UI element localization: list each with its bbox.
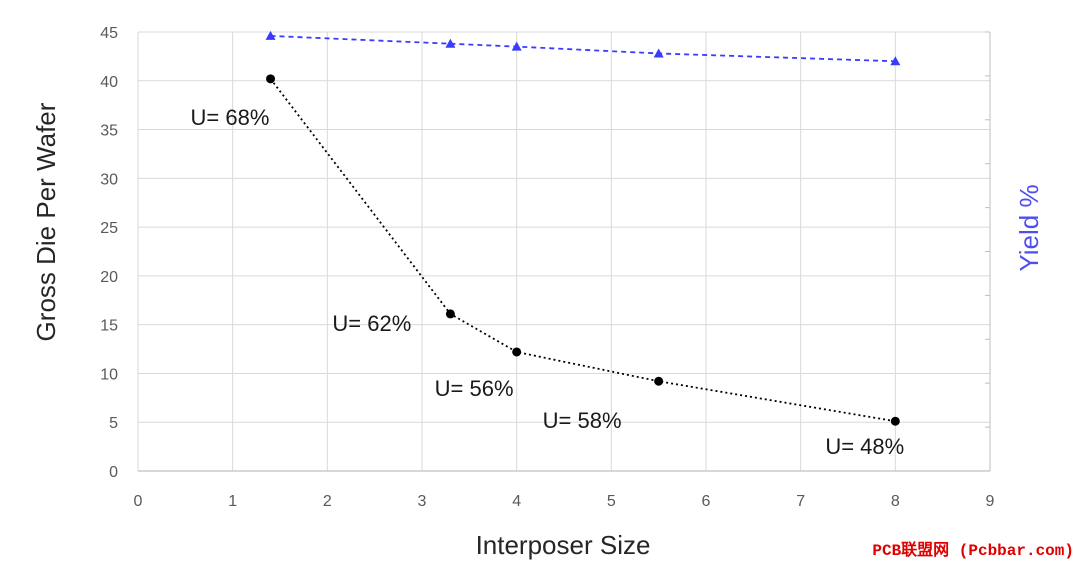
x-tick-label: 1 [228,493,237,510]
series-layer [265,30,901,426]
y2-axis-title: Yield % [1014,184,1044,271]
y-tick-label: 0 [109,464,118,481]
annotation-label: U= 48% [825,434,904,459]
y-tick-label: 10 [100,366,118,383]
x-tick-label: 4 [512,493,521,510]
series-line-1 [269,78,896,423]
watermark: PCB联盟网 (Pcbbar.com) [872,542,1074,560]
data-point [445,38,456,48]
right-axis [985,31,991,472]
y-tick-label: 35 [100,123,118,140]
x-tick-label: 5 [607,493,616,510]
x-tick-label: 7 [796,493,805,510]
annotations: U= 68% U= 62% U= 56% U= 58% U= 48% [191,105,905,459]
data-point [654,376,664,386]
data-point [265,30,276,40]
data-point [445,309,455,319]
annotation-label: U= 68% [191,105,270,130]
y-tick-label: 30 [100,171,118,188]
y-tick-labels: 0 5 10 15 20 25 30 35 40 45 [100,25,118,481]
grid [137,31,991,472]
x-tick-label: 2 [323,493,332,510]
data-point [512,347,522,357]
y-tick-label: 20 [100,269,118,286]
x-axis-title: Interposer Size [476,530,651,560]
x-tick-label: 0 [134,493,143,510]
data-point [653,48,664,58]
y-tick-label: 40 [100,74,118,91]
y-tick-label: 45 [100,25,118,42]
x-tick-label: 6 [702,493,711,510]
annotation-label: U= 62% [332,311,411,336]
x-tick-label: 3 [418,493,427,510]
y-tick-label: 15 [100,318,118,335]
data-point [266,74,276,84]
annotation-label: U= 56% [435,376,514,401]
x-tick-label: 8 [891,493,900,510]
data-point [890,416,900,426]
annotation-label: U= 58% [543,408,622,433]
data-point [511,41,522,51]
y-tick-label: 5 [109,415,118,432]
x-tick-labels: 0 1 2 3 4 5 6 7 8 9 [134,493,995,510]
x-tick-label: 9 [986,493,995,510]
data-point [890,56,901,66]
y-axis-title: Gross Die Per Wafer [31,102,61,341]
series-line-2 [270,35,896,63]
y-tick-label: 25 [100,220,118,237]
